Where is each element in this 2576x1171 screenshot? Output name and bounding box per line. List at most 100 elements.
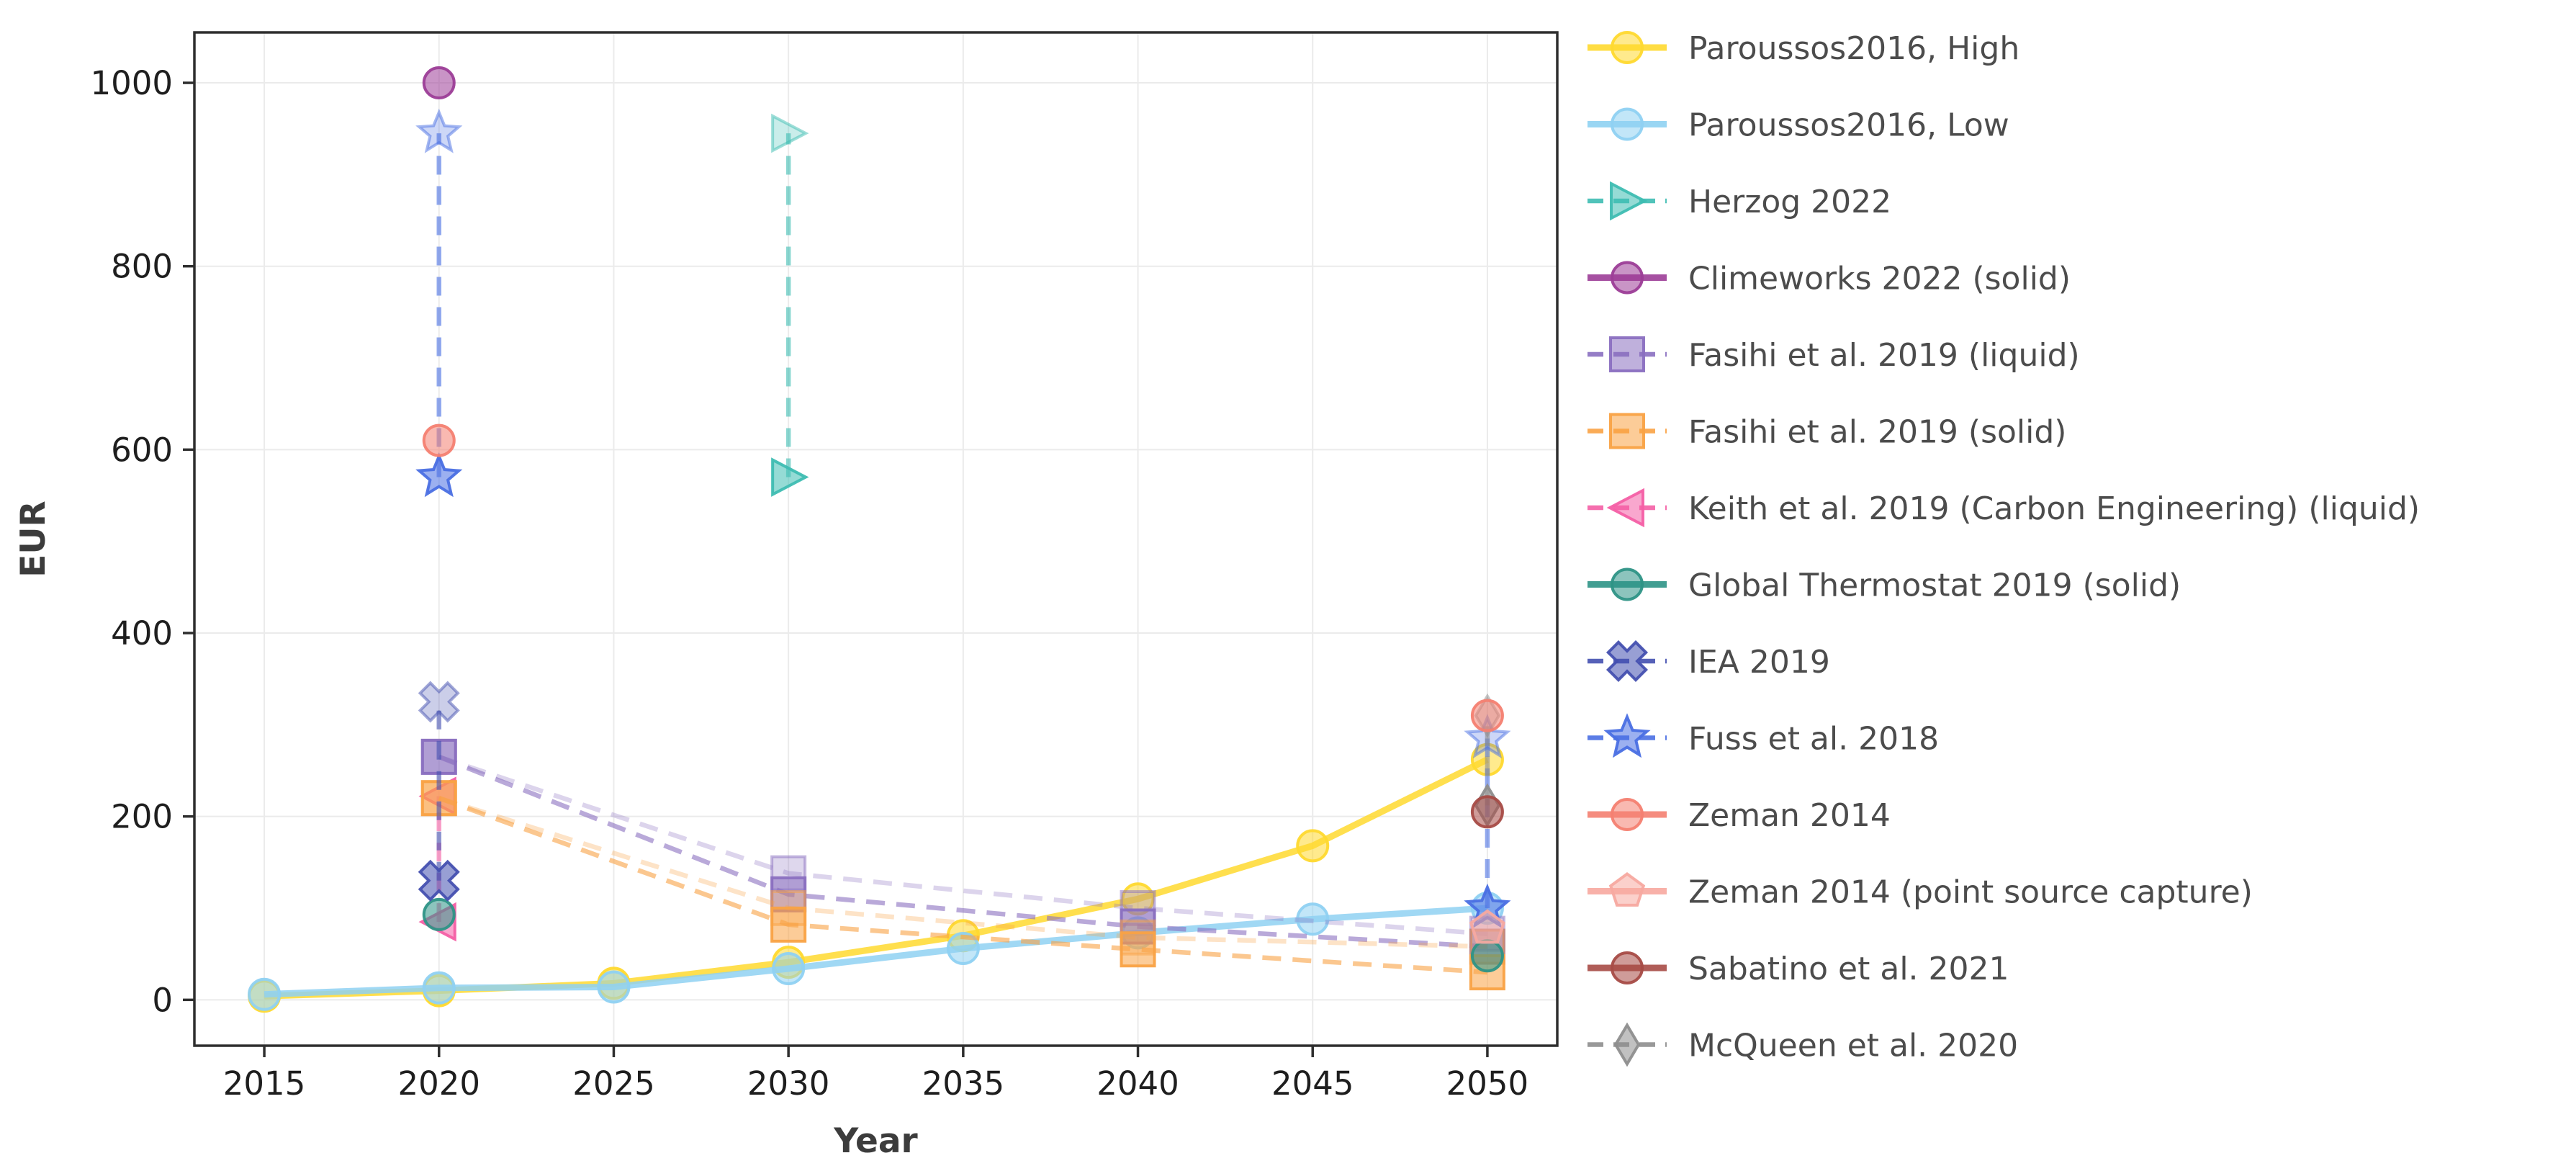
circle-icon [597, 970, 631, 1004]
series-sabatino [1470, 795, 1504, 829]
x-icon [1606, 640, 1649, 683]
square-icon [420, 780, 457, 817]
grid-lines [194, 32, 1557, 1046]
star-icon [415, 108, 463, 153]
y-tick-label: 0 [152, 981, 173, 1019]
y-tick-label: 200 [111, 798, 173, 836]
legend: Paroussos2016, High Paroussos2016, Low Her… [1588, 30, 2420, 1067]
circle-icon [1611, 31, 1644, 64]
y-tick-label: 800 [111, 248, 173, 286]
x-tick-label: 2045 [1271, 1064, 1354, 1103]
legend-label: Zeman 2014 [1688, 797, 1891, 834]
series-line [438, 796, 1488, 975]
diamond-icon [1613, 1022, 1641, 1067]
x-tick-label: 2025 [572, 1064, 655, 1103]
axis-ticks: 2015 2020 2025 2030 2035 2040 2045 2050 0 200 400 6… [90, 64, 1528, 1103]
legend-label: Climeworks 2022 (solid) [1688, 261, 2071, 297]
series-herzog [771, 113, 809, 497]
x-tick-label: 2040 [1096, 1064, 1179, 1103]
x-tick-label: 2020 [398, 1064, 481, 1103]
series-line [438, 796, 1487, 949]
square-icon [770, 906, 807, 943]
legend-item: Keith et al. 2019 (Carbon Engineering) (… [1588, 488, 2420, 528]
legend-item: Paroussos2016, Low [1588, 107, 2009, 144]
legend-item: Fasihi et al. 2019 (liquid) [1588, 336, 2080, 374]
series-line [264, 905, 1488, 998]
legend-label: McQueen et al. 2020 [1688, 1028, 2018, 1064]
legend-label: Fasihi et al. 2019 (liquid) [1688, 337, 2080, 374]
series-zeman-psc [1469, 909, 1506, 944]
x-tick-label: 2050 [1446, 1064, 1529, 1103]
square-icon [1120, 931, 1156, 968]
x-tick-label: 2030 [747, 1064, 830, 1103]
square-icon [1609, 336, 1645, 372]
legend-label: IEA 2019 [1688, 644, 1830, 681]
circle-icon [422, 423, 456, 457]
triangle-left-icon [1606, 488, 1644, 528]
star-icon [1603, 713, 1651, 758]
x-axis-label: Year [833, 1121, 918, 1161]
circle-icon [1296, 829, 1330, 863]
legend-item: Climeworks 2022 (solid) [1588, 261, 2071, 297]
series-iea [418, 681, 460, 902]
legend-label: Zeman 2014 (point source capture) [1688, 874, 2253, 911]
legend-item: IEA 2019 [1588, 640, 1830, 683]
series-line [438, 754, 1488, 949]
series-zeman [422, 423, 1504, 732]
circle-icon [1611, 798, 1644, 831]
legend-label: Paroussos2016, High [1688, 30, 2019, 67]
circle-icon [1611, 951, 1644, 984]
pentagon-icon [1469, 909, 1506, 944]
plot-border [193, 31, 1559, 1047]
legend-label: Fasihi et al. 2019 (solid) [1688, 414, 2066, 451]
legend-item: Zeman 2014 [1588, 797, 1891, 834]
star-icon [415, 452, 463, 498]
series-line [438, 754, 1488, 936]
legend-item: Fuss et al. 2018 [1588, 713, 1939, 758]
circle-icon [1296, 902, 1330, 936]
circle-icon [1611, 567, 1644, 601]
circle-icon [1611, 261, 1644, 295]
legend-item: Sabatino et al. 2021 [1588, 951, 2009, 987]
legend-item: Herzog 2022 [1588, 181, 1891, 221]
y-tick-label: 400 [111, 614, 173, 652]
legend-item: Zeman 2014 (point source capture) [1588, 872, 2253, 911]
triangle-right-icon [771, 113, 809, 153]
legend-label: Fuss et al. 2018 [1688, 721, 1939, 758]
y-tick-label: 600 [111, 431, 173, 469]
x-icon [418, 859, 460, 902]
legend-item: Paroussos2016, High [1588, 30, 2019, 67]
triangle-right-icon [1610, 181, 1648, 221]
triangle-right-icon [771, 457, 809, 497]
circle-icon [422, 897, 456, 931]
legend-label: Keith et al. 2019 (Carbon Engineering) (… [1688, 490, 2420, 527]
x-tick-label: 2035 [922, 1064, 1005, 1103]
series-climeworks [422, 66, 456, 100]
legend-label: Paroussos2016, Low [1688, 107, 2009, 144]
legend-label: Herzog 2022 [1688, 184, 1891, 220]
circle-icon [772, 952, 806, 986]
legend-item: McQueen et al. 2020 [1588, 1022, 2018, 1067]
x-icon [418, 681, 460, 723]
circle-icon [1470, 795, 1504, 829]
legend-item: Global Thermostat 2019 (solid) [1588, 567, 2181, 604]
legend-item: Fasihi et al. 2019 (solid) [1588, 413, 2066, 451]
circle-icon [248, 977, 282, 1011]
y-axis-label: EUR [14, 501, 53, 577]
y-tick-label: 1000 [90, 64, 173, 102]
legend-label: Sabatino et al. 2021 [1688, 951, 2009, 987]
circle-icon [422, 971, 456, 1005]
series-global-thermostat [422, 897, 1504, 973]
circle-icon [1470, 939, 1504, 973]
series-fuss [415, 108, 1511, 928]
circle-icon [1470, 699, 1504, 732]
x-tick-label: 2015 [223, 1064, 306, 1103]
legend-label: Global Thermostat 2019 (solid) [1688, 567, 2181, 604]
square-icon [1609, 413, 1645, 449]
pentagon-icon [1608, 872, 1646, 907]
circle-icon [946, 932, 980, 966]
circle-icon [1611, 107, 1644, 141]
circle-icon [422, 66, 456, 100]
